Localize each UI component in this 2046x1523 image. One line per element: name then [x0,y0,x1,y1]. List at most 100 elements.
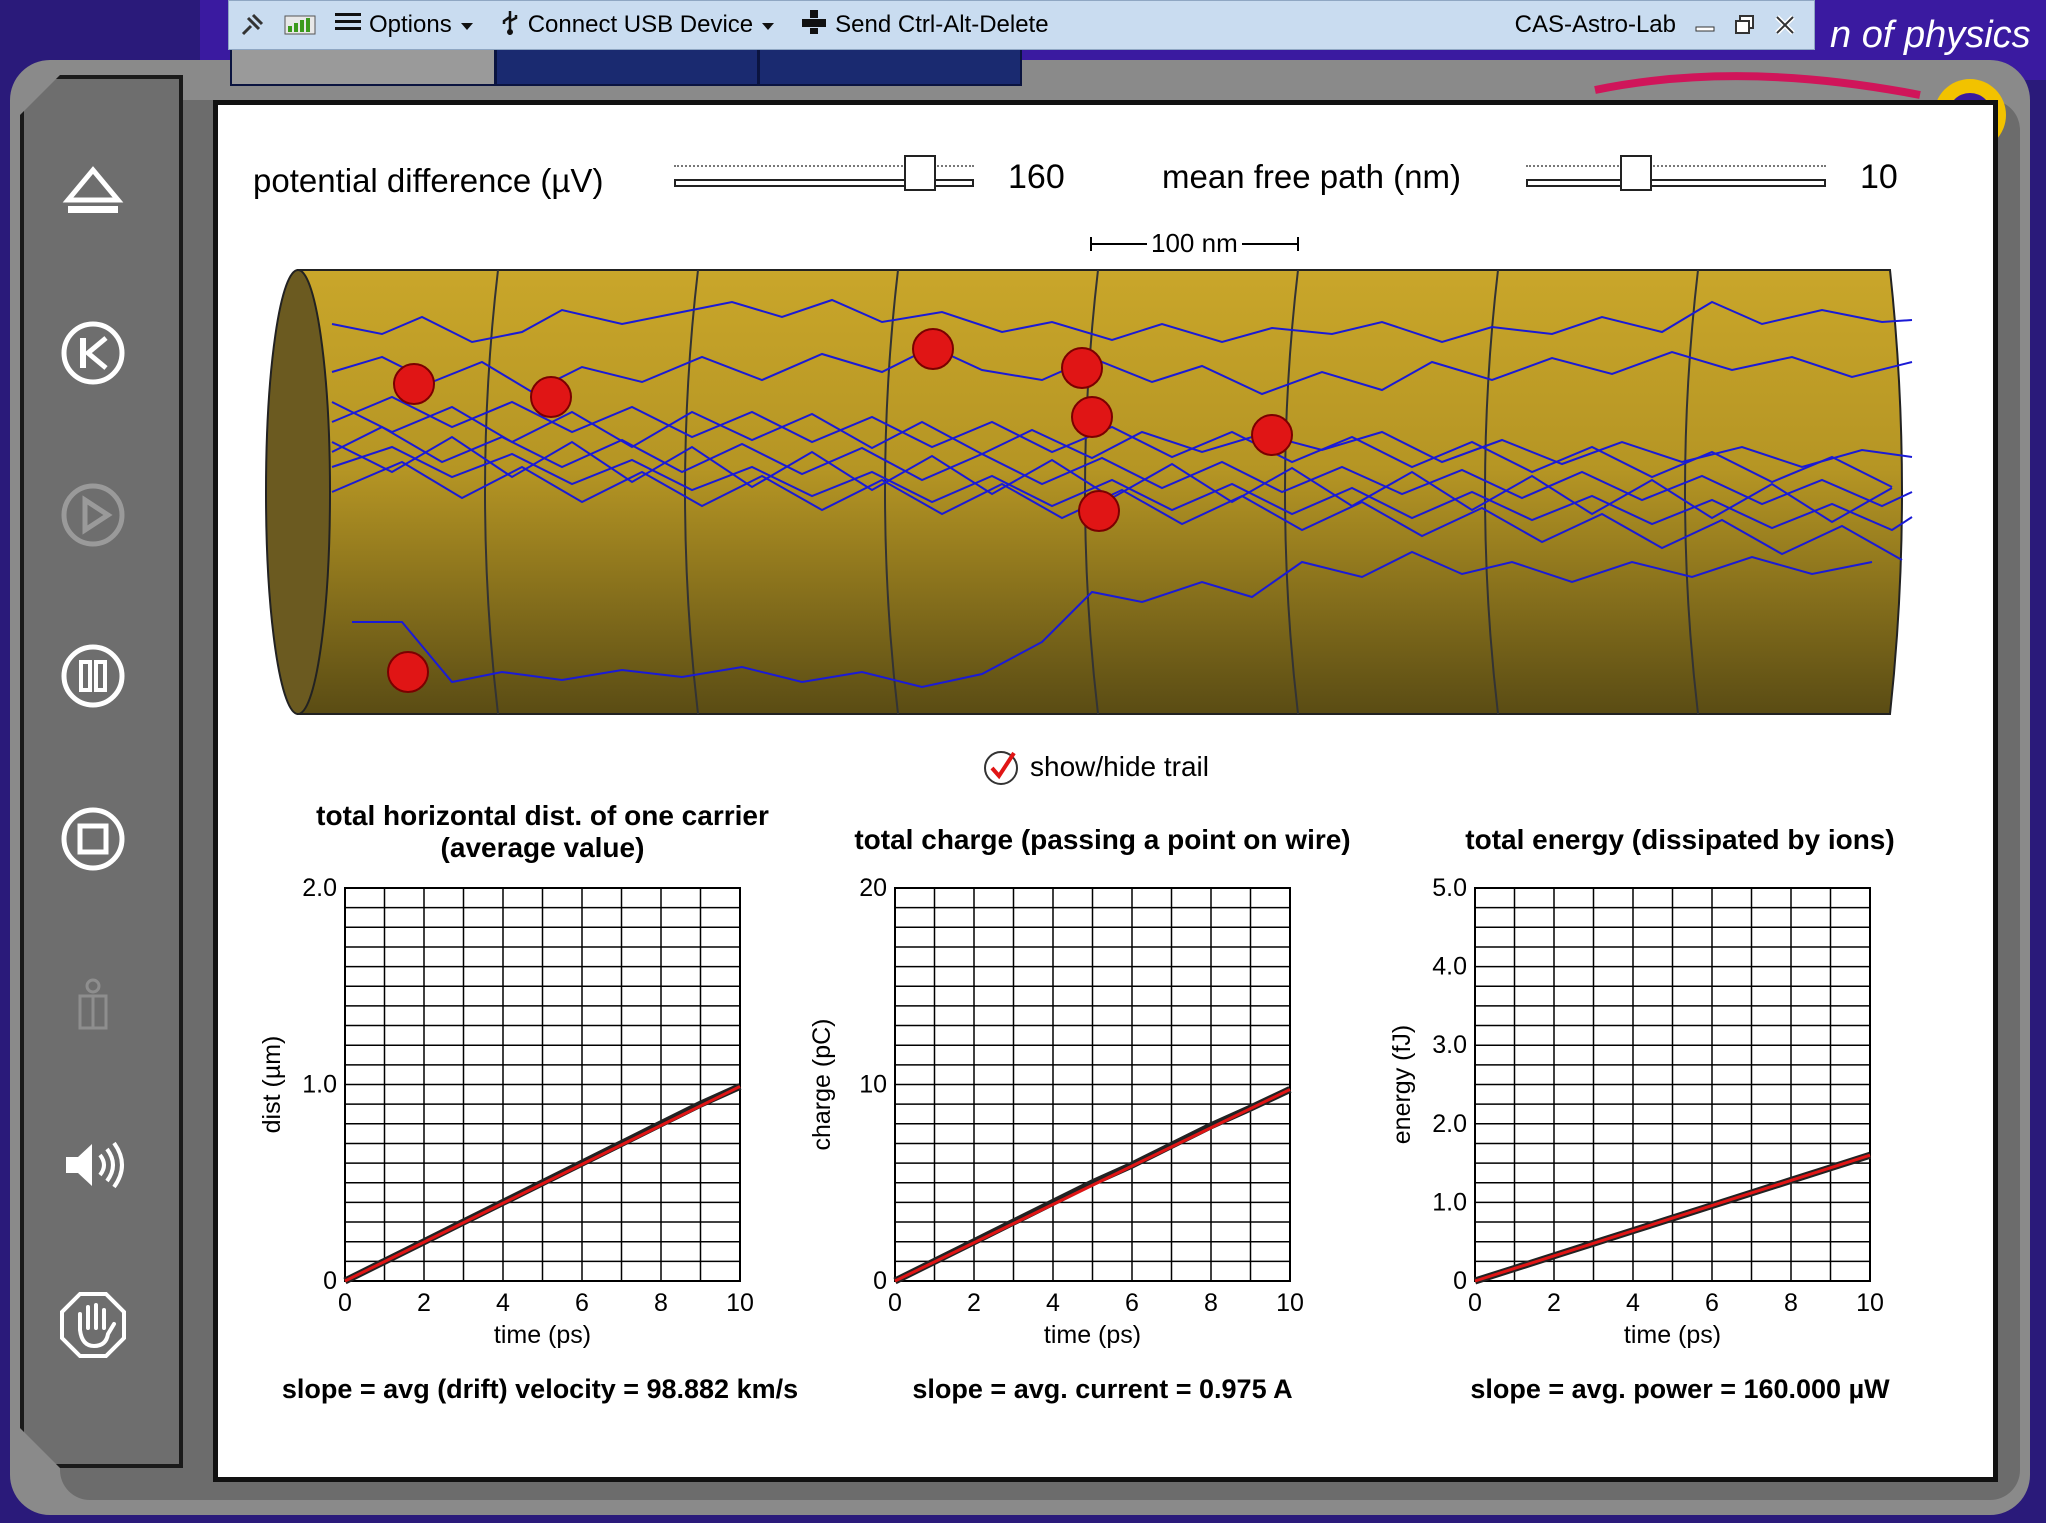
x-tick-label: 10 [726,1289,754,1317]
pause-button[interactable] [58,641,128,711]
skip-back-icon [61,321,125,385]
slider-thumb[interactable] [904,155,937,191]
help-button[interactable] [58,1290,128,1360]
mfp-value: 10 [1860,158,1898,196]
fit-line [894,1088,1291,1283]
y-tick-label: 4.0 [1432,953,1467,981]
x-tick-label: 0 [338,1289,352,1317]
carrier-dot [1078,490,1120,532]
wire-visualization [265,269,1913,715]
fit-line [344,1085,741,1283]
x-tick-label: 8 [1204,1289,1218,1317]
play-button[interactable] [58,480,128,550]
y-tick-label: 5.0 [1432,874,1467,902]
usb-icon [500,9,520,42]
play-icon [61,483,125,547]
y-tick-label: 0 [323,1267,337,1295]
y-tick-label: 0 [1453,1267,1467,1295]
stop-icon [61,807,125,871]
energy-chart: 0 2 4 6 8 10 0 1.0 2.0 3.0 4.0 5.0 time (ps) energy (… [1388,874,1884,1349]
eject-button[interactable] [58,158,128,228]
checkbox-icon[interactable] [982,748,1020,786]
usb-label: Connect USB Device [527,11,754,38]
x-tick-label: 4 [1626,1289,1640,1317]
stop-button[interactable] [58,804,128,874]
x-tick-label: 2 [417,1289,431,1317]
usb-menu[interactable]: Connect USB Device [500,9,783,42]
keyboard-icon [801,9,827,42]
pause-icon [61,644,125,708]
trail-toggle[interactable]: show/hide trail [982,748,1209,786]
speaker-icon [66,1141,124,1189]
hand-icon [60,1292,126,1358]
fit-line [1474,1153,1871,1283]
y-tick-label: 10 [859,1071,887,1099]
chart1-title: total horizontal dist. of one carrier (a… [270,800,815,864]
x-tick-label: 6 [1705,1289,1719,1317]
slider-ticks [674,165,974,175]
x-tick-label: 8 [1784,1289,1798,1317]
y-tick-label: 0 [873,1267,887,1295]
slider-track [1526,179,1826,187]
y-axis-label: dist (µm) [258,1036,286,1134]
slider-ticks [1526,165,1826,175]
signal-icon[interactable] [283,12,317,38]
carrier-dot [387,651,429,693]
chart3-slope: slope = avg. power = 160.000 µW [1470,1374,1890,1404]
chevron-down-icon [761,11,775,39]
chart2-title: total charge (passing a point on wire) [854,824,1351,855]
wire-end [265,269,331,715]
x-tick-label: 10 [1856,1289,1884,1317]
charge-chart: 0 2 4 6 8 10 0 10 20 time (ps) charge (pC) [808,874,1304,1349]
send-cad-button[interactable]: Send Ctrl-Alt-Delete [801,9,1049,42]
options-menu[interactable]: Options [335,11,482,40]
carrier-trails [331,298,1913,689]
close-button[interactable] [1774,14,1796,36]
menu-icon [335,11,361,40]
options-label: Options [369,11,452,38]
playback-sidebar [20,75,183,1468]
minimize-button[interactable] [1694,15,1716,35]
y-tick-label: 1.0 [1432,1188,1467,1216]
x-axis-label: time (ps) [494,1321,591,1349]
mfp-slider[interactable] [1526,155,1826,191]
slider-thumb[interactable] [1619,155,1652,191]
chart1-title-line1: total horizontal dist. of one carrier [316,800,769,831]
teacher-button[interactable] [58,968,128,1038]
carrier-dot [1061,347,1103,389]
mfp-label: mean free path (nm) [1162,158,1461,195]
y-tick-label: 1.0 [302,1071,337,1099]
x-tick-label: 2 [967,1289,981,1317]
y-tick-label: 2.0 [302,874,337,902]
restore-button[interactable] [1734,14,1756,36]
x-tick-label: 0 [1468,1289,1482,1317]
chart2-slope: slope = avg. current = 0.975 A [912,1374,1293,1404]
carrier-dot [530,376,572,418]
y-tick-label: 20 [859,874,887,902]
chart1-slope: slope = avg (drift) velocity = 98.882 km… [281,1374,799,1404]
x-tick-label: 2 [1547,1289,1561,1317]
send-cad-label: Send Ctrl-Alt-Delete [835,11,1049,38]
trail-label: show/hide trail [1030,751,1209,782]
machine-name: CAS-Astro-Lab [1514,11,1676,38]
x-axis-label: time (ps) [1044,1321,1141,1349]
x-tick-label: 6 [575,1289,589,1317]
pin-icon[interactable] [239,12,265,38]
y-tick-label: 2.0 [1432,1110,1467,1138]
teacher-icon [78,978,108,1030]
x-tick-label: 8 [654,1289,668,1317]
sound-button[interactable] [58,1130,128,1200]
x-tick-label: 10 [1276,1289,1304,1317]
y-axis-label: charge (pC) [808,1019,836,1151]
remote-toolbar: Options Connect USB Device Send Ctrl-Alt… [228,0,1815,50]
potential-label: potential difference (µV) [253,162,604,199]
dist-chart: 0 2 4 6 8 10 0 1.0 2.0 time (ps) dist (µm) [258,874,754,1349]
rewind-button[interactable] [58,318,128,388]
x-tick-label: 4 [1046,1289,1060,1317]
y-axis-label: energy (fJ) [1388,1025,1416,1144]
chart1-title-line2: (average value) [440,832,645,863]
potential-slider[interactable] [674,155,974,191]
brand-text: n of physics [1830,14,2031,56]
eject-icon [62,166,124,213]
carrier-dot [912,328,954,370]
